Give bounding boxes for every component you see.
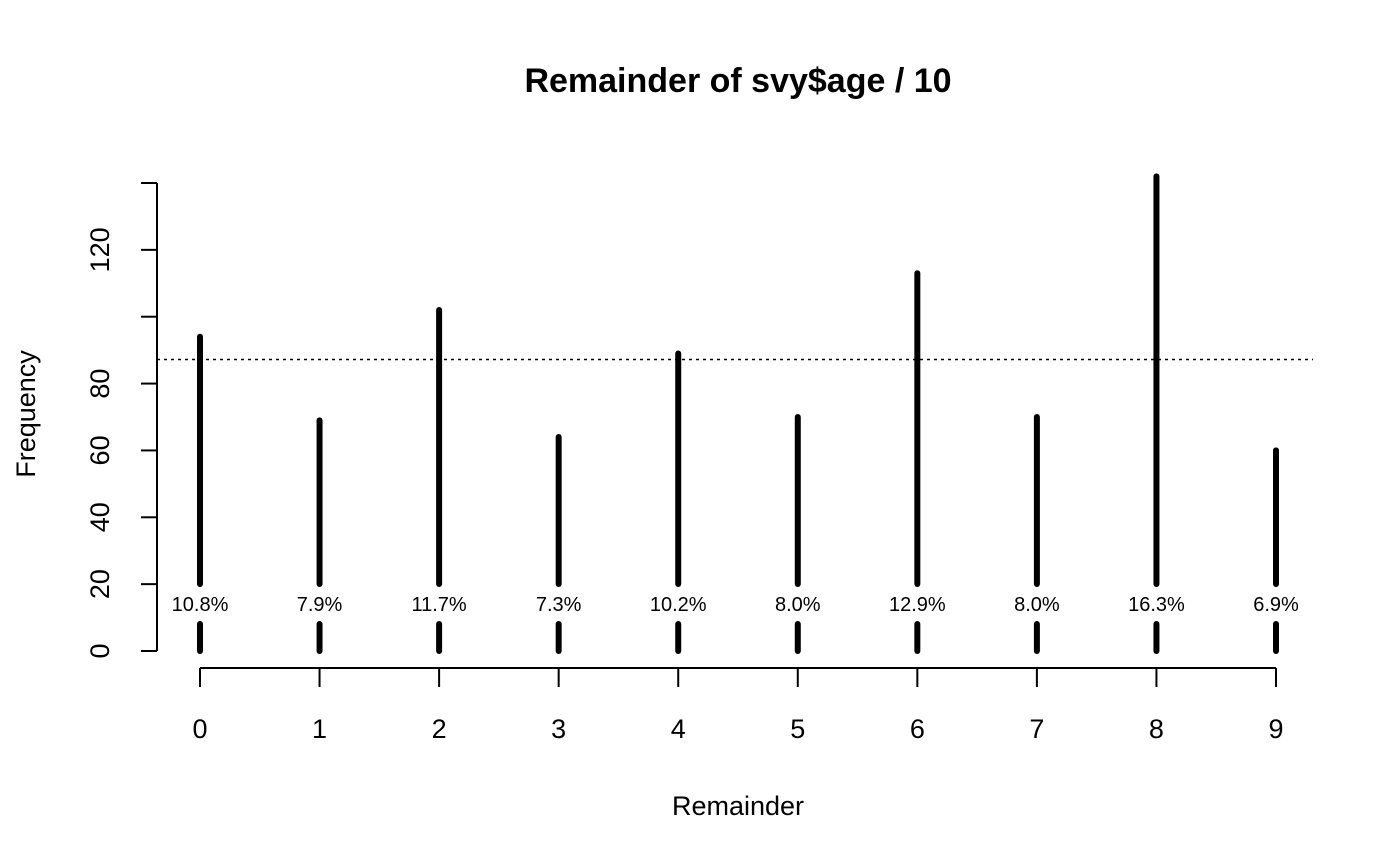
percent-label: 6.9% — [1253, 594, 1299, 616]
y-tick-label: 80 — [85, 369, 115, 399]
chart-title: Remainder of svy$age / 10 — [524, 62, 951, 100]
x-tick-label: 5 — [790, 714, 805, 744]
x-tick-label: 6 — [910, 714, 925, 744]
x-tick-label: 4 — [671, 714, 686, 744]
percent-label: 8.0% — [775, 594, 821, 616]
y-tick-label: 60 — [85, 435, 115, 465]
y-axis: 0 20 40 60 80 120 — [85, 182, 158, 659]
x-tick-label: 1 — [312, 714, 327, 744]
x-tick-label: 8 — [1149, 714, 1164, 744]
percent-label: 8.0% — [1014, 594, 1060, 616]
x-tick-label: 3 — [551, 714, 566, 744]
percent-label: 11.7% — [411, 594, 466, 616]
y-tick-label: 40 — [85, 502, 115, 532]
x-tick-label: 0 — [192, 714, 207, 744]
y-tick-label: 0 — [85, 643, 115, 658]
x-axis: 0 1 2 3 4 5 6 7 8 9 — [192, 667, 1284, 744]
x-tick-label: 7 — [1029, 714, 1044, 744]
percent-label: 12.9% — [889, 594, 946, 616]
y-axis-title: Frequency — [11, 350, 41, 478]
percent-label: 16.3% — [1128, 594, 1185, 616]
percent-label: 10.2% — [650, 594, 707, 616]
bars: 10.8% 7.9% 11.7% 7.3% 10.2% 8.0% 12.9% 8.0% 16.3… — [172, 173, 1299, 654]
y-tick-label: 120 — [85, 227, 115, 272]
x-axis-title: Remainder — [672, 791, 804, 821]
percent-label: 7.3% — [536, 594, 582, 616]
y-tick-label: 20 — [85, 569, 115, 599]
x-tick-label: 9 — [1268, 714, 1283, 744]
percent-label: 10.8% — [172, 594, 229, 616]
x-tick-label: 2 — [432, 714, 447, 744]
percent-label: 7.9% — [297, 594, 343, 616]
